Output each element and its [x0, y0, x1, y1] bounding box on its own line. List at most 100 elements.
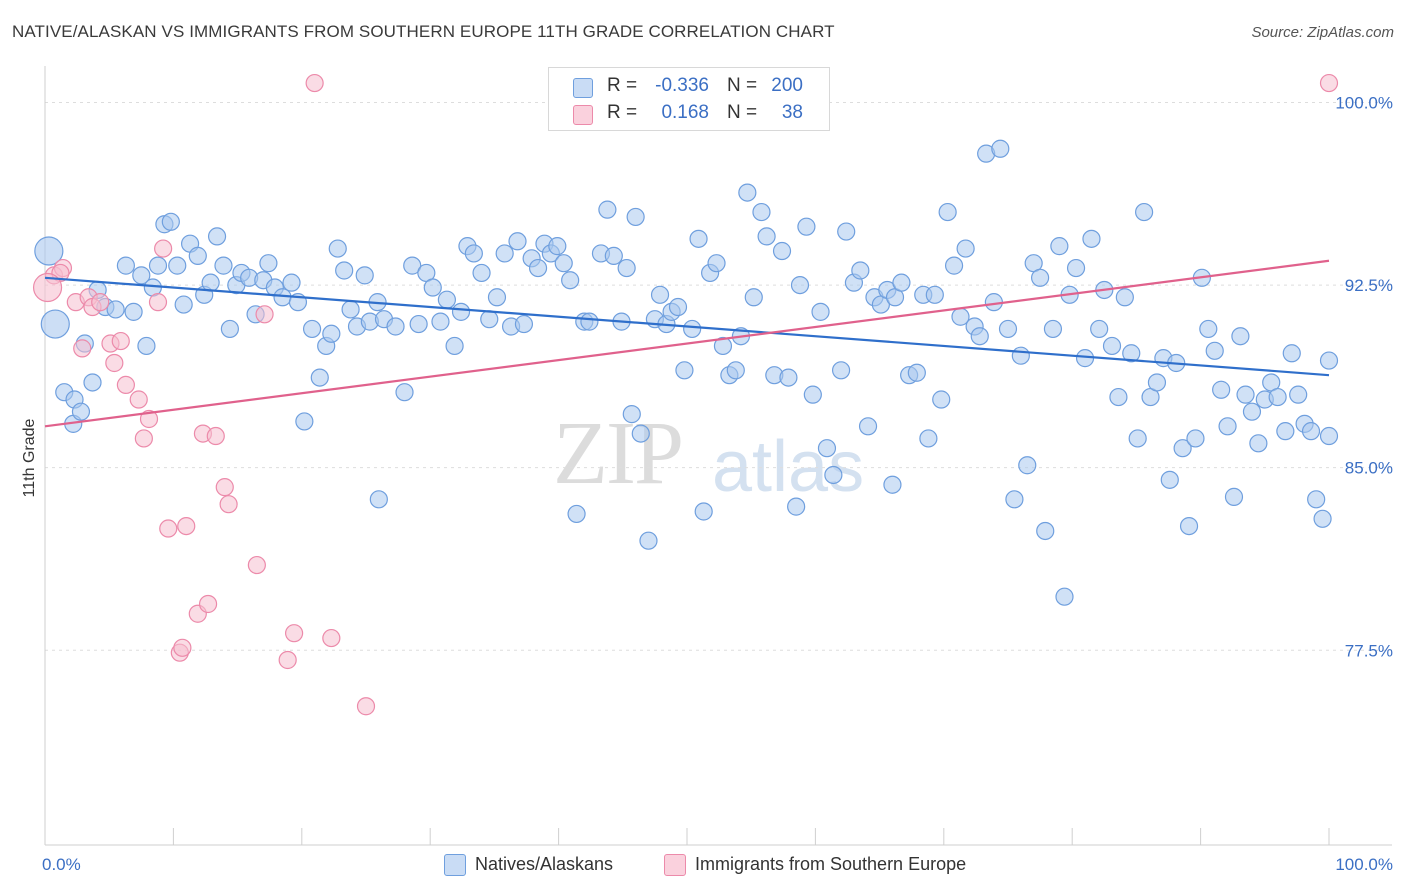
series-0-point	[508, 232, 527, 251]
x-tick-label-right: 100.0%	[1335, 855, 1393, 874]
series-0-point-large	[34, 236, 64, 266]
series-0-point	[1160, 470, 1179, 489]
legend-southern-europe-swatch	[664, 854, 686, 876]
series-1-point	[278, 650, 297, 670]
series-0-point	[214, 256, 233, 275]
chart-title: NATIVE/ALASKAN VS IMMIGRANTS FROM SOUTHE…	[12, 22, 835, 41]
series-1-trend-line	[44, 259, 1330, 428]
series-0-point	[1212, 380, 1231, 399]
southern-europe-swatch	[573, 105, 593, 125]
series-0-point	[631, 424, 650, 443]
series-0-point	[451, 302, 471, 321]
series-0-point	[1066, 258, 1086, 278]
series-0-point	[1282, 344, 1301, 363]
southern-europe-r-value: 0.168	[661, 102, 709, 123]
series-0-point	[1090, 319, 1109, 339]
series-1-point	[305, 73, 324, 93]
series-0-point	[650, 285, 670, 304]
series-0-point	[83, 373, 102, 392]
series-0-point	[851, 261, 870, 280]
y-tick-label-2: 85.0%	[1345, 459, 1393, 478]
series-1-point	[219, 495, 238, 514]
series-0-point	[1147, 373, 1167, 392]
series-0-point	[883, 475, 902, 494]
series-0-point	[1030, 268, 1050, 287]
series-0-point	[811, 302, 830, 321]
series-1-point	[177, 516, 196, 536]
series-0-point	[1173, 439, 1192, 458]
series-0-point	[683, 319, 702, 339]
series-0-point	[626, 207, 645, 227]
series-0-point	[403, 256, 422, 275]
natives-r-value: -0.336	[655, 75, 709, 96]
series-0-point	[824, 465, 843, 485]
series-0-point	[431, 312, 450, 331]
series-0-point	[925, 285, 944, 304]
series-0-point	[1115, 288, 1134, 307]
series-0-point	[617, 258, 636, 278]
y-tick-label-0: 100.0%	[1335, 94, 1393, 113]
series-1-points	[32, 73, 1339, 716]
series-0-point	[713, 336, 733, 356]
series-0-point	[116, 256, 135, 275]
series-0-point	[423, 278, 442, 297]
legend-natives-swatch	[444, 854, 466, 876]
series-1-point	[247, 555, 266, 575]
series-1-point	[356, 697, 376, 716]
series-0-point	[328, 239, 347, 258]
series-1-point	[134, 429, 153, 448]
series-0-point	[689, 229, 708, 248]
series-0-point	[1301, 422, 1321, 441]
series-0-point	[938, 202, 957, 222]
series-1-point	[159, 519, 178, 538]
series-0-point	[1289, 385, 1308, 404]
series-1-point	[148, 293, 168, 312]
series-0-point	[1276, 422, 1295, 441]
series-0-point	[1109, 387, 1128, 407]
series-0-point	[932, 390, 951, 409]
series-0-point	[598, 200, 617, 219]
series-0-point	[1313, 509, 1332, 528]
series-0-point	[757, 227, 776, 246]
watermark-atlas: atlas	[712, 427, 865, 507]
series-0-point	[752, 202, 771, 222]
series-0-point	[201, 273, 220, 292]
series-0-point	[495, 244, 514, 263]
series-0-point	[548, 237, 567, 256]
y-tick-label-3: 77.5%	[1345, 641, 1393, 660]
series-0-point	[148, 256, 168, 275]
series-0-point	[106, 300, 125, 319]
series-0-point	[1050, 237, 1069, 256]
source-label: Source: ZipAtlas.com	[1251, 24, 1394, 41]
series-0-point	[1036, 521, 1055, 541]
series-0-point	[386, 317, 405, 336]
series-0-points	[34, 139, 1339, 606]
series-0-point	[409, 314, 428, 334]
series-0-point	[1218, 417, 1237, 436]
series-0-point	[1055, 587, 1074, 606]
series-0-point	[310, 368, 329, 387]
series-1-point	[255, 305, 274, 324]
series-0-point	[919, 429, 938, 448]
series-0-trend-line	[44, 276, 1330, 377]
series-0-point	[124, 302, 143, 321]
series-0-point	[1179, 516, 1199, 536]
series-0-point	[174, 295, 193, 314]
series-0-point	[480, 310, 499, 329]
series-0-point	[472, 263, 491, 283]
series-0-point	[437, 290, 456, 309]
series-0-point	[1319, 426, 1339, 446]
series-0-point	[567, 504, 586, 524]
y-tick-label-1: 92.5%	[1345, 276, 1393, 295]
series-0-point	[464, 244, 483, 263]
series-0-point	[1128, 429, 1147, 448]
series-0-point	[207, 227, 227, 246]
series-0-point	[779, 368, 798, 387]
series-0-point	[604, 246, 623, 265]
series-0-point	[694, 502, 713, 521]
series-0-point	[1199, 319, 1218, 339]
series-0-point	[892, 273, 911, 292]
series-0-point	[817, 439, 837, 458]
series-0-point	[803, 385, 822, 404]
series-0-point	[837, 222, 856, 241]
